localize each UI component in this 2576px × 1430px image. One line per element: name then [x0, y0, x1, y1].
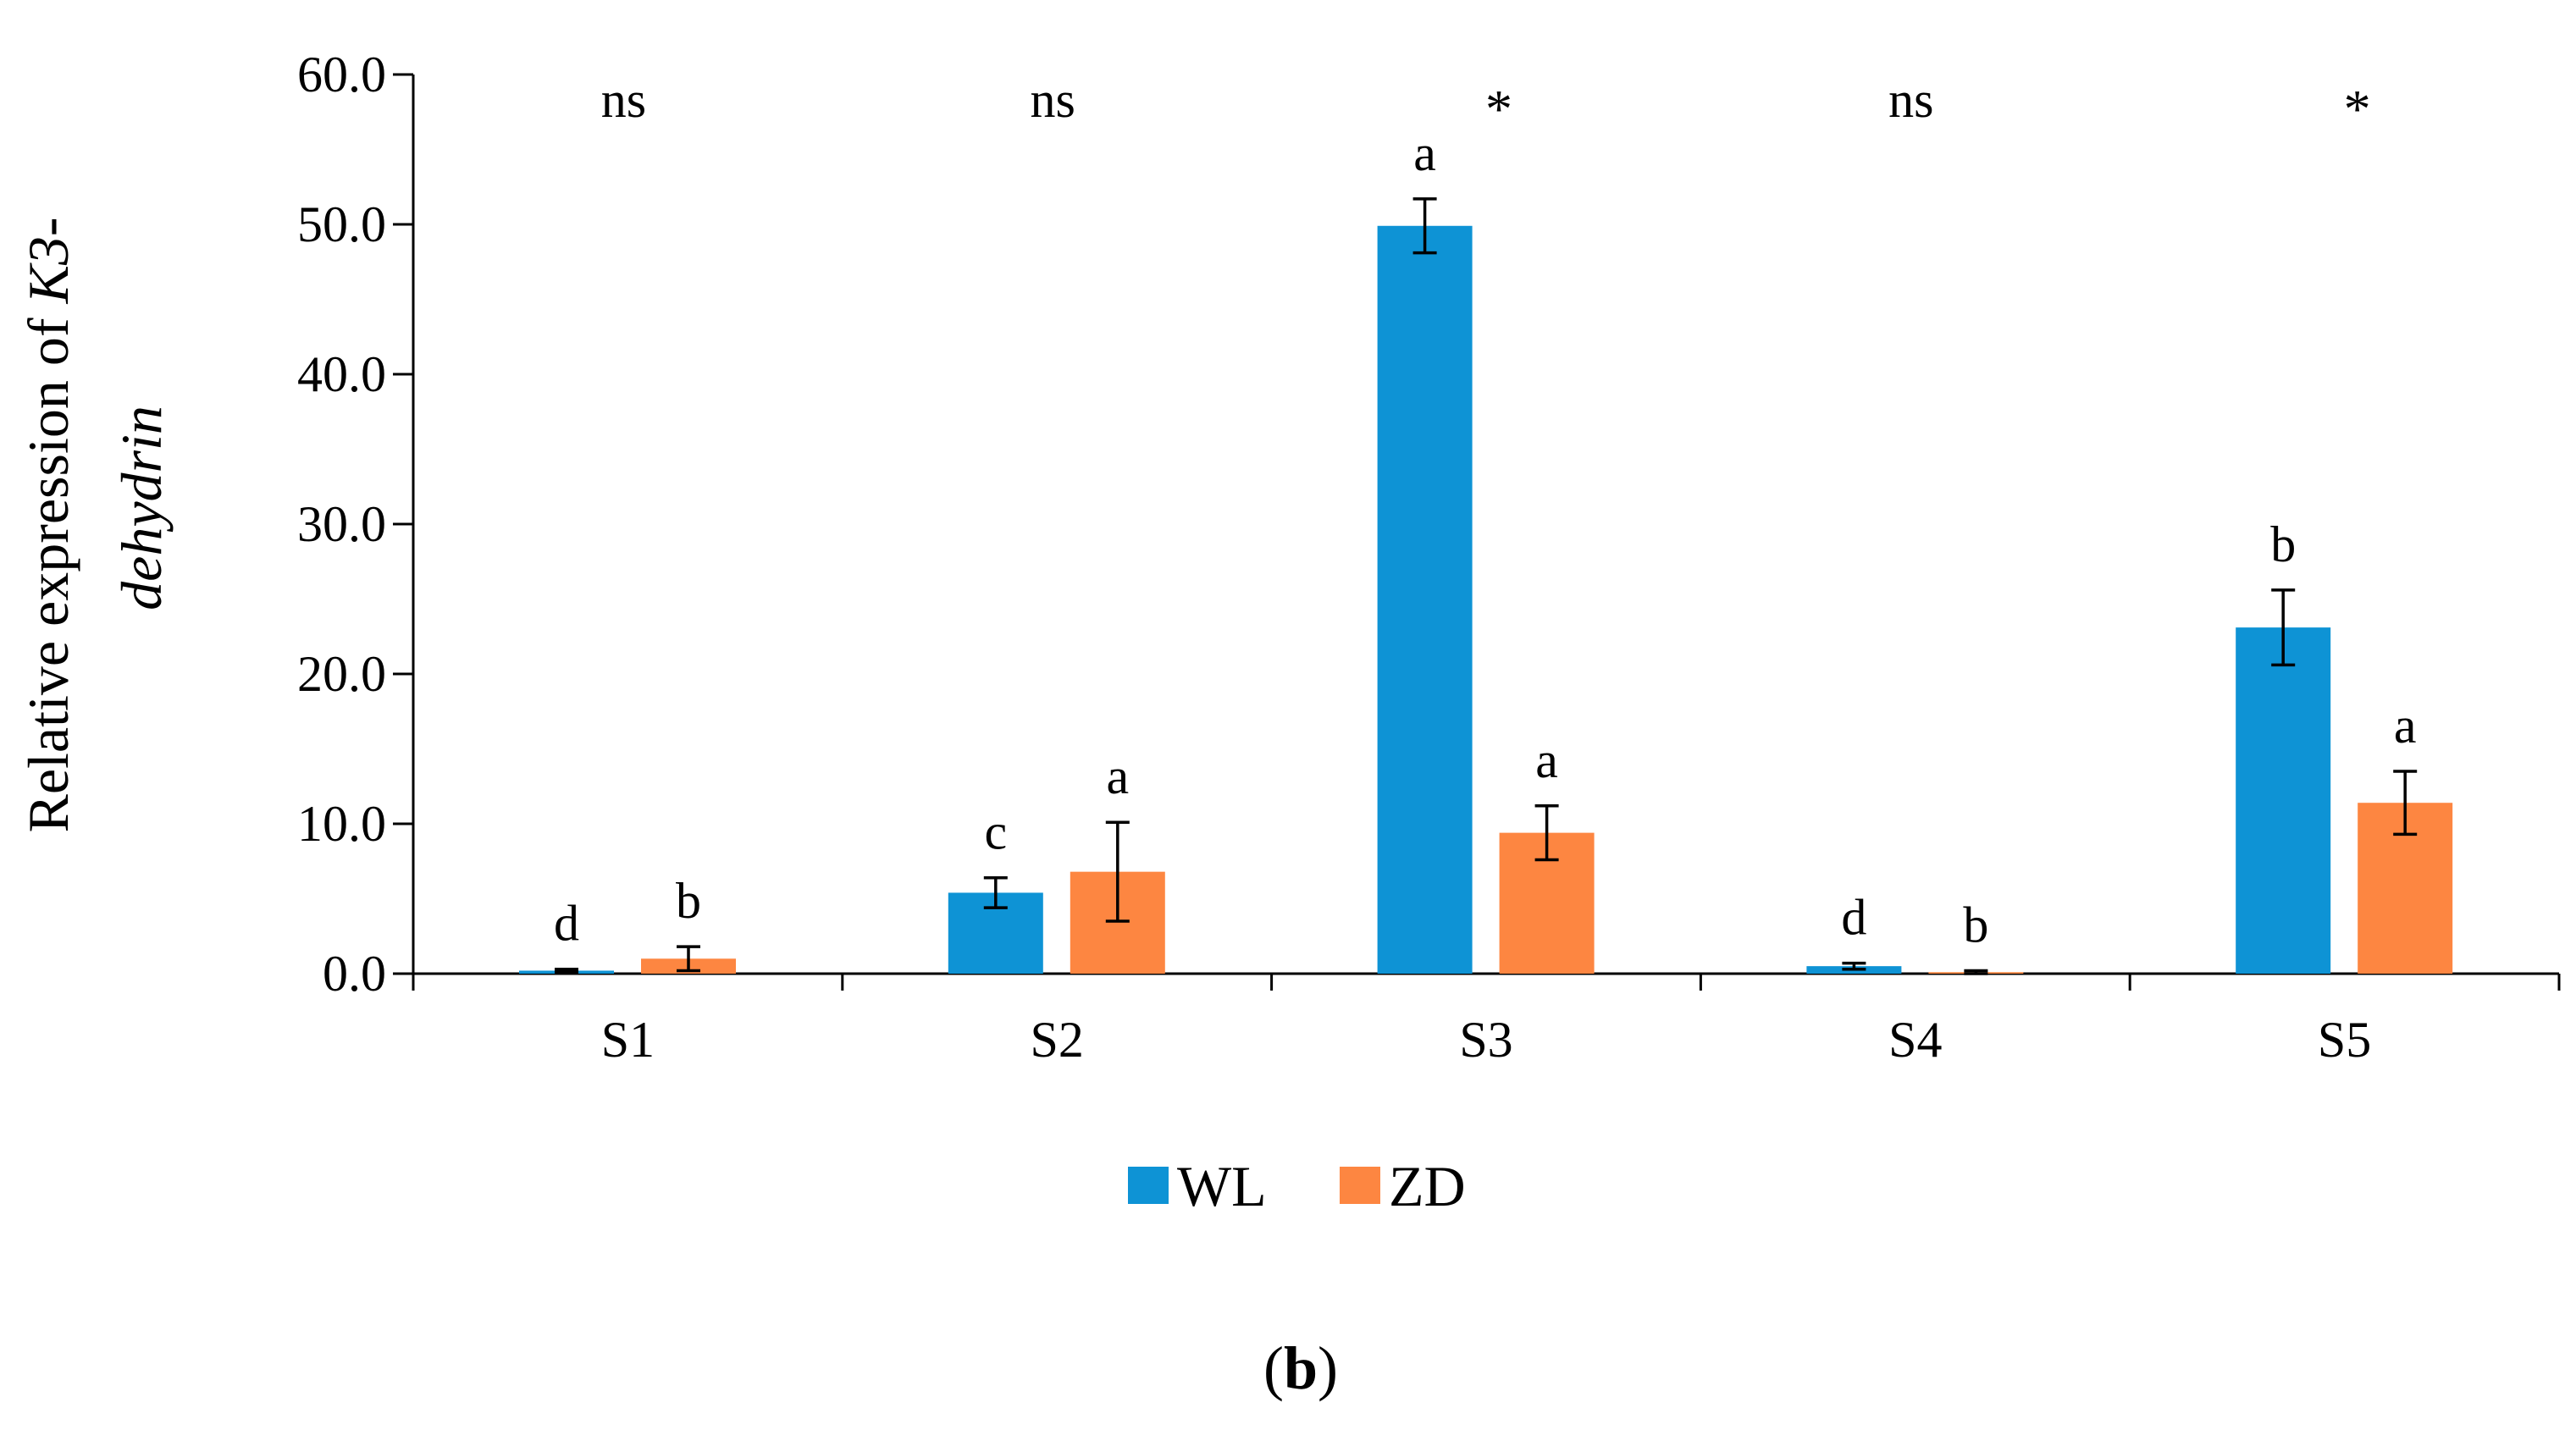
axes: 0.0 10.0 20.0 30.0 40.0 50.0 60.0 S1 S2 S3 S4 S5	[297, 47, 2561, 1068]
significance-letter: a	[2394, 698, 2417, 754]
x-category-label: S3	[1459, 1012, 1512, 1068]
significance-letter: a	[1413, 125, 1436, 181]
legend-label-wl: WL	[1177, 1154, 1267, 1218]
legend-swatch-wl	[1128, 1167, 1169, 1204]
significance-letter: b	[1963, 897, 1988, 952]
y-axis-title-line1: Relative expression of K3-	[16, 217, 80, 832]
error-bars	[555, 197, 2418, 975]
significance-letter: c	[984, 804, 1007, 860]
legend-swatch-zd	[1340, 1167, 1380, 1204]
x-category-label: S5	[2318, 1012, 2371, 1068]
significance-letter: b	[676, 873, 701, 929]
y-tick-label: 60.0	[297, 47, 386, 102]
bars	[519, 225, 2453, 974]
x-category-label: S2	[1031, 1012, 1084, 1068]
y-axis-title-line2: dehydrin	[109, 406, 174, 610]
x-category-label: S1	[601, 1012, 655, 1068]
significance-mark: *	[1485, 79, 1512, 139]
legend: WL ZD	[1128, 1154, 1466, 1218]
significance-letter: b	[2270, 516, 2296, 572]
y-tick-label: 40.0	[297, 346, 386, 402]
x-category-label: S4	[1888, 1012, 1942, 1068]
significance-letter: d	[554, 896, 579, 952]
y-tick-label: 30.0	[297, 496, 386, 552]
significance-letter: a	[1535, 732, 1558, 788]
significance-mark: *	[2344, 79, 2371, 139]
y-tick-label: 20.0	[297, 646, 386, 702]
labels: d b ns c a ns a a * d b ns b a *	[554, 72, 2417, 952]
legend-label-zd: ZD	[1389, 1154, 1466, 1218]
panel-label: (b)	[1263, 1334, 1338, 1402]
significance-letter: d	[1841, 890, 1866, 946]
panel-label-text: (b)	[1263, 1334, 1338, 1402]
significance-letter: a	[1106, 748, 1129, 804]
y-tick-label: 10.0	[297, 796, 386, 852]
bar-wl	[2236, 627, 2331, 974]
bar-wl	[1377, 225, 1473, 974]
y-tick-label: 0.0	[323, 946, 386, 1002]
significance-mark: ns	[601, 72, 646, 128]
y-tick-label: 50.0	[297, 196, 386, 252]
y-axis-label: Relative expression of K3- dehydrin	[16, 217, 174, 832]
significance-mark: ns	[1888, 72, 1933, 128]
significance-mark: ns	[1031, 72, 1075, 128]
